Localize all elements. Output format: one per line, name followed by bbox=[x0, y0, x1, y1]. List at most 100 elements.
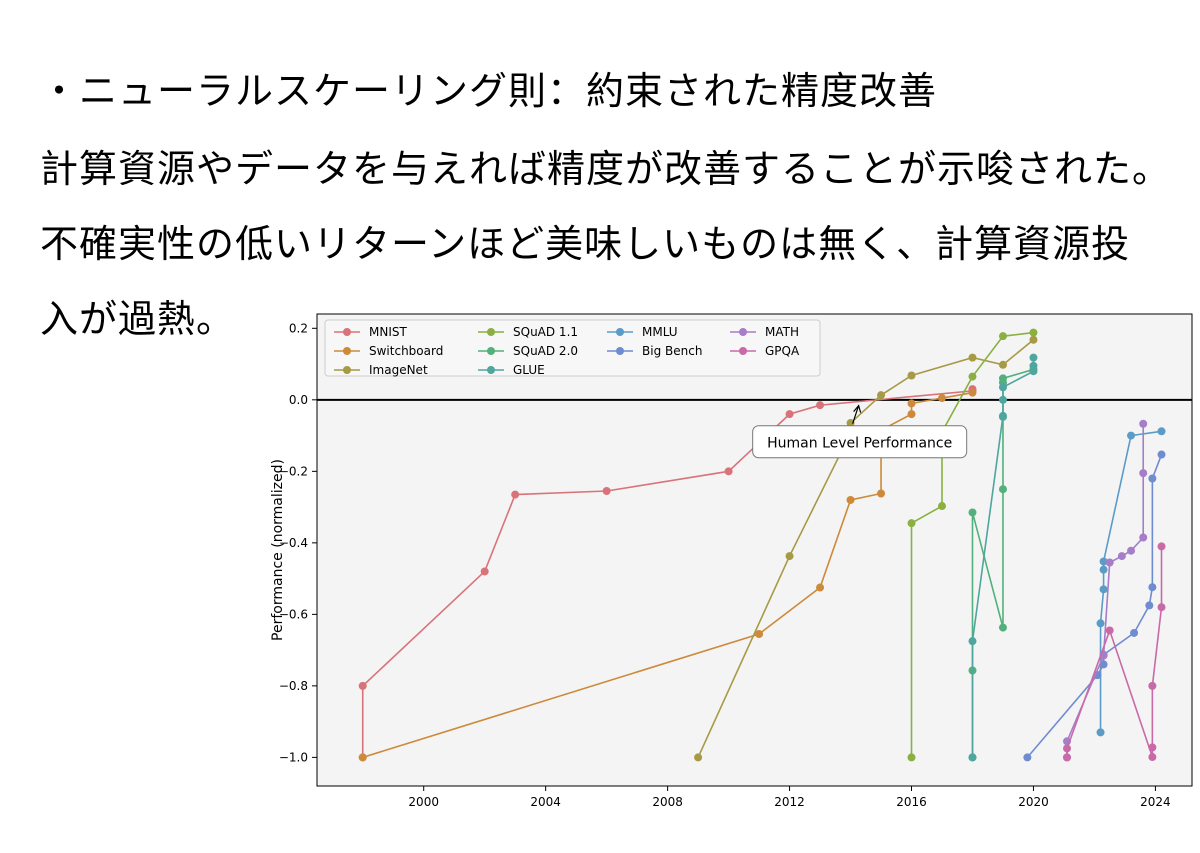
point-switchboard-3 bbox=[846, 495, 855, 504]
point-imagenet-8 bbox=[1029, 335, 1038, 344]
point-big-bench-0 bbox=[1023, 753, 1032, 762]
point-squad-2-0-2 bbox=[968, 508, 977, 517]
legend-label-math: MATH bbox=[765, 325, 799, 339]
point-squad-1-1-1 bbox=[907, 519, 916, 528]
point-squad-1-1-0 bbox=[907, 753, 916, 762]
legend-entry-mmlu: MMLU bbox=[607, 325, 678, 339]
point-gpqa-5 bbox=[1148, 681, 1157, 690]
point-gpqa-4 bbox=[1148, 743, 1157, 752]
y-tick-label-0: 0.2 bbox=[289, 321, 308, 335]
point-mmlu-3 bbox=[1099, 565, 1108, 574]
legend-entry-squad-2-0: SQuAD 2.0 bbox=[478, 344, 578, 358]
point-squad-1-1-4 bbox=[968, 372, 977, 381]
annotation-arrowhead bbox=[853, 404, 862, 413]
point-mmlu-1 bbox=[1096, 619, 1105, 628]
y-tick-label-2: −0.2 bbox=[279, 464, 308, 478]
point-mnist-6 bbox=[785, 410, 794, 419]
legend-marker-mmlu bbox=[616, 328, 624, 336]
point-gpqa-1 bbox=[1063, 744, 1071, 753]
annotation-arrow bbox=[852, 405, 860, 424]
legend-box bbox=[324, 319, 821, 377]
slide-text-line-3: 入が過熱。 bbox=[40, 297, 236, 341]
legend-marker-mnist bbox=[343, 328, 351, 336]
point-squad-2-0-3 bbox=[998, 623, 1007, 632]
point-math-6 bbox=[1139, 533, 1148, 542]
point-gpqa-6 bbox=[1157, 603, 1166, 612]
legend-entry-imagenet: ImageNet bbox=[334, 363, 428, 377]
point-gpqa-7 bbox=[1157, 542, 1166, 551]
point-imagenet-7 bbox=[998, 360, 1007, 369]
legend-entry-glue: GLUE bbox=[478, 363, 545, 377]
slide-text-line-2: 不確実性の低いリターンほど美味しいものは無く、計算資源投 bbox=[40, 222, 1131, 266]
point-imagenet-5 bbox=[907, 371, 916, 380]
legend-marker-imagenet bbox=[343, 366, 351, 374]
x-tick-label-2020: 2020 bbox=[1018, 795, 1049, 809]
series-glue bbox=[968, 353, 1038, 762]
point-imagenet-0 bbox=[694, 753, 703, 762]
point-squad-2-0-7 bbox=[998, 374, 1007, 383]
legend-label-big-bench: Big Bench bbox=[642, 344, 702, 358]
point-gpqa-0 bbox=[1063, 753, 1071, 762]
x-tick-label-2016: 2016 bbox=[896, 795, 927, 809]
annotation: Human Level Performance bbox=[752, 404, 968, 459]
point-mnist-4 bbox=[602, 487, 611, 495]
legend-label-glue: GLUE bbox=[513, 363, 545, 377]
point-switchboard-2 bbox=[816, 583, 825, 592]
legend-marker-squad-2-0 bbox=[487, 347, 495, 355]
point-squad-1-1-6 bbox=[1029, 328, 1038, 337]
x-tick-label-2000: 2000 bbox=[408, 795, 439, 809]
point-big-bench-5 bbox=[1145, 601, 1154, 610]
point-gpqa-3 bbox=[1148, 753, 1157, 762]
point-squad-2-0-4 bbox=[998, 485, 1007, 494]
point-squad-1-1-2 bbox=[938, 502, 946, 511]
x-tick-label-2012: 2012 bbox=[774, 795, 805, 809]
legend-marker-math bbox=[739, 328, 747, 336]
series-line-switchboard bbox=[362, 391, 973, 759]
point-mmlu-0 bbox=[1096, 728, 1105, 737]
point-math-3 bbox=[1105, 558, 1114, 567]
point-mmlu-2 bbox=[1099, 585, 1108, 594]
point-big-bench-7 bbox=[1148, 474, 1157, 483]
point-imagenet-3 bbox=[846, 419, 855, 428]
point-mnist-7 bbox=[816, 401, 825, 410]
annotation-text: Human Level Performance bbox=[767, 436, 952, 452]
scaling-chart: 2000 2004 2008 2012 2016 2020 2024 0.2 0.0 −0.2 −0… bbox=[262, 304, 1200, 849]
point-big-bench-4 bbox=[1130, 628, 1139, 637]
point-math-4 bbox=[1117, 552, 1126, 561]
point-math-8 bbox=[1139, 419, 1148, 428]
legend-entry-mnist: MNIST bbox=[334, 325, 407, 339]
point-glue-6 bbox=[1029, 361, 1038, 370]
legend-entry-gpqa: GPQA bbox=[730, 344, 800, 358]
legend-label-switchboard: Switchboard bbox=[369, 344, 443, 358]
point-mmlu-6 bbox=[1157, 427, 1166, 436]
legend-marker-big-bench bbox=[616, 347, 624, 355]
series-line-gpqa bbox=[1066, 546, 1163, 758]
point-imagenet-6 bbox=[968, 353, 977, 362]
point-glue-7 bbox=[1029, 353, 1038, 362]
point-mnist-3 bbox=[511, 490, 520, 499]
legend-label-mnist: MNIST bbox=[369, 325, 407, 339]
y-tick-label-4: −0.6 bbox=[279, 607, 308, 621]
series-line-mnist bbox=[361, 389, 974, 758]
point-glue-0 bbox=[968, 753, 977, 762]
point-switchboard-1 bbox=[755, 630, 764, 639]
point-mmlu-4 bbox=[1099, 557, 1108, 566]
point-imagenet-4 bbox=[877, 391, 886, 400]
legend-label-mmlu: MMLU bbox=[642, 325, 678, 339]
legend-marker-glue bbox=[487, 366, 495, 374]
point-switchboard-6 bbox=[907, 410, 916, 419]
slide-heading: ・ニューラルスケーリング則：約束された精度改善 bbox=[40, 69, 938, 113]
point-squad-1-1-5 bbox=[998, 332, 1007, 341]
point-imagenet-1 bbox=[785, 552, 794, 561]
point-math-5 bbox=[1127, 546, 1136, 555]
point-big-bench-2 bbox=[1099, 660, 1108, 669]
legend-label-squad-2-0: SQuAD 2.0 bbox=[513, 344, 578, 358]
x-tick-label-2008: 2008 bbox=[652, 795, 683, 809]
legend-entry-switchboard: Switchboard bbox=[334, 344, 443, 358]
series-gpqa bbox=[1063, 542, 1166, 762]
point-mnist-5 bbox=[724, 467, 733, 476]
point-mnist-1 bbox=[358, 681, 367, 690]
point-glue-1 bbox=[968, 637, 977, 646]
legend-label-gpqa: GPQA bbox=[765, 344, 800, 358]
point-switchboard-8 bbox=[938, 394, 946, 403]
